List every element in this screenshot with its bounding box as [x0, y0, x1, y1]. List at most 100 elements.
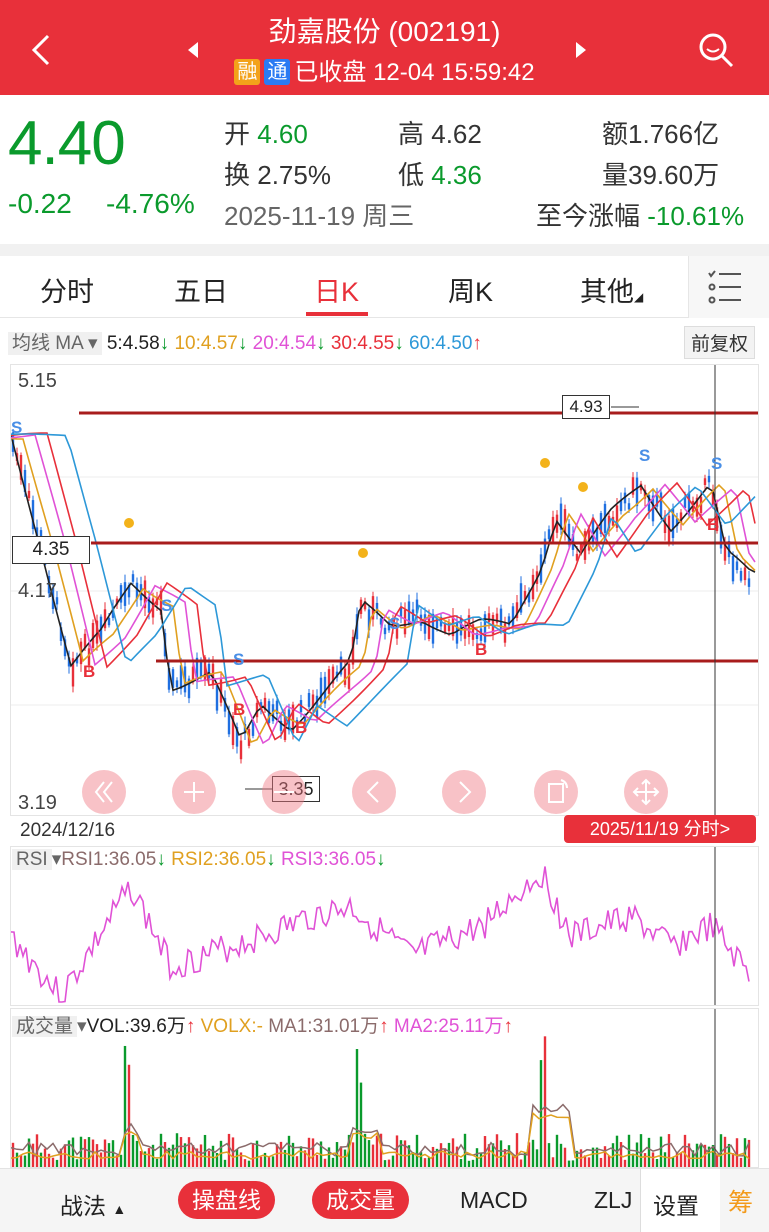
zoom-out-button[interactable] [262, 770, 306, 814]
tab-weekly-k[interactable]: 周K [448, 277, 494, 307]
bulb-icon [578, 482, 588, 492]
volume-bar [343, 1149, 347, 1167]
volume-bar [351, 1142, 355, 1167]
volume-bar [607, 1155, 611, 1167]
tab-daily-k[interactable]: 日K [314, 277, 360, 307]
volume-bar [307, 1137, 311, 1167]
chevron-left-icon[interactable] [352, 770, 396, 814]
candle-body [739, 571, 743, 581]
zoom-in-button[interactable] [172, 770, 216, 814]
end-date-button[interactable]: 2025/11/19 分时> [564, 815, 756, 843]
volume-bar [167, 1147, 171, 1167]
candle-body [107, 617, 111, 626]
volume-bar [723, 1136, 727, 1167]
volume-panel[interactable] [10, 1008, 759, 1168]
prev-stock-icon[interactable] [186, 40, 200, 65]
volume-bar [503, 1149, 507, 1167]
rsi3-value: RSI3:36.05 [280, 849, 377, 870]
volume-bar [467, 1160, 471, 1167]
rsi2-value: RSI2:36.05 [171, 849, 267, 870]
volume-label[interactable]: 成交量 [12, 1016, 78, 1037]
macd-button[interactable]: MACD [460, 1187, 528, 1213]
candle-body [411, 609, 415, 622]
volume-bar [651, 1152, 655, 1167]
candle-body [671, 508, 675, 539]
candle-body [427, 615, 431, 640]
volume-bar [55, 1159, 59, 1167]
chevron-left-icon[interactable] [28, 30, 58, 70]
volume-bar [575, 1150, 579, 1167]
sell-marker: S [389, 614, 400, 633]
volume-bar [79, 1136, 83, 1167]
volume-bar [83, 1139, 87, 1167]
buy-marker: B [83, 662, 95, 681]
candle-body [215, 685, 219, 711]
candle-body [275, 700, 279, 715]
candle-body [619, 499, 623, 512]
next-stock-icon[interactable] [574, 40, 588, 65]
volume-bar [255, 1140, 259, 1167]
tab-other[interactable]: 其他◢ [580, 277, 644, 307]
candle-body [491, 615, 495, 634]
candle-body [75, 656, 79, 664]
volume-legend: 成交量 ▾VOL:39.6万↑ VOLX:- MA1:31.01万↑ MA2:25… [12, 1011, 513, 1038]
candle-body [567, 523, 571, 545]
volume-bar [571, 1160, 575, 1167]
vol-ma1-value: MA1:31.01万 [268, 1016, 380, 1037]
y-axis-mid: 4.17 [18, 580, 57, 602]
candle-body [511, 606, 515, 627]
candle-body [591, 517, 595, 543]
volume-stat: 量39.60万 [602, 160, 720, 190]
search-icon[interactable] [696, 30, 736, 70]
period-tabs: 分时 五日 日K 周K 其他◢ [0, 256, 769, 318]
volume-bar [587, 1157, 591, 1167]
tab-five-day[interactable]: 五日 [174, 277, 228, 307]
settings-button[interactable]: 设置 [653, 1193, 699, 1219]
candle-body [191, 666, 195, 683]
candle-body [455, 622, 459, 644]
ma60-value: 60:4.50 [409, 333, 473, 354]
volume-bar [287, 1135, 291, 1167]
volume-bar [523, 1152, 527, 1167]
volume-svg [11, 1009, 751, 1167]
volume-bar [563, 1147, 567, 1167]
k-line-chart[interactable]: B B B B B S S S S S S [10, 364, 759, 816]
ma-line [11, 432, 756, 741]
volume-bar [31, 1143, 35, 1167]
volume-bar [115, 1155, 119, 1167]
sell-marker: S [639, 446, 650, 465]
high-stat: 高 4.62 [398, 119, 482, 149]
volume-bar [147, 1148, 151, 1167]
list-menu-icon[interactable] [688, 256, 769, 318]
volume-bar [655, 1159, 659, 1167]
candle-body [683, 496, 687, 509]
rsi-line [11, 866, 750, 1003]
operation-line-button[interactable]: 操盘线 [178, 1181, 275, 1219]
rotate-icon[interactable] [534, 770, 578, 814]
volume-bar [411, 1152, 415, 1167]
rsi-label[interactable]: RSI [12, 849, 52, 870]
rsi-panel[interactable] [10, 846, 759, 1006]
tab-intraday[interactable]: 分时 [40, 277, 94, 307]
candle-body [239, 740, 243, 760]
volume-bar [227, 1133, 231, 1167]
ma-line [11, 434, 756, 736]
candle-body [159, 590, 163, 615]
volume-bar [443, 1148, 447, 1167]
strategy-menu[interactable]: 战法 ▲ [60, 1193, 127, 1219]
ma-label[interactable]: 均线 MA ▾ [8, 332, 102, 355]
move-icon[interactable] [624, 770, 668, 814]
zlj-button[interactable]: ZLJ [594, 1187, 633, 1213]
rewind-button[interactable] [82, 770, 126, 814]
sell-marker: S [711, 454, 722, 473]
volume-bar [267, 1156, 271, 1167]
volume-bar [435, 1148, 439, 1167]
chevron-right-icon[interactable] [442, 770, 486, 814]
chips-button[interactable]: 筹 [728, 1189, 754, 1217]
candle-body [279, 720, 283, 731]
volume-bar [39, 1152, 43, 1167]
volume-button[interactable]: 成交量 [312, 1181, 409, 1219]
adjust-button[interactable]: 前复权 [684, 326, 756, 359]
volume-bar [263, 1152, 267, 1167]
volume-bar [639, 1134, 643, 1167]
